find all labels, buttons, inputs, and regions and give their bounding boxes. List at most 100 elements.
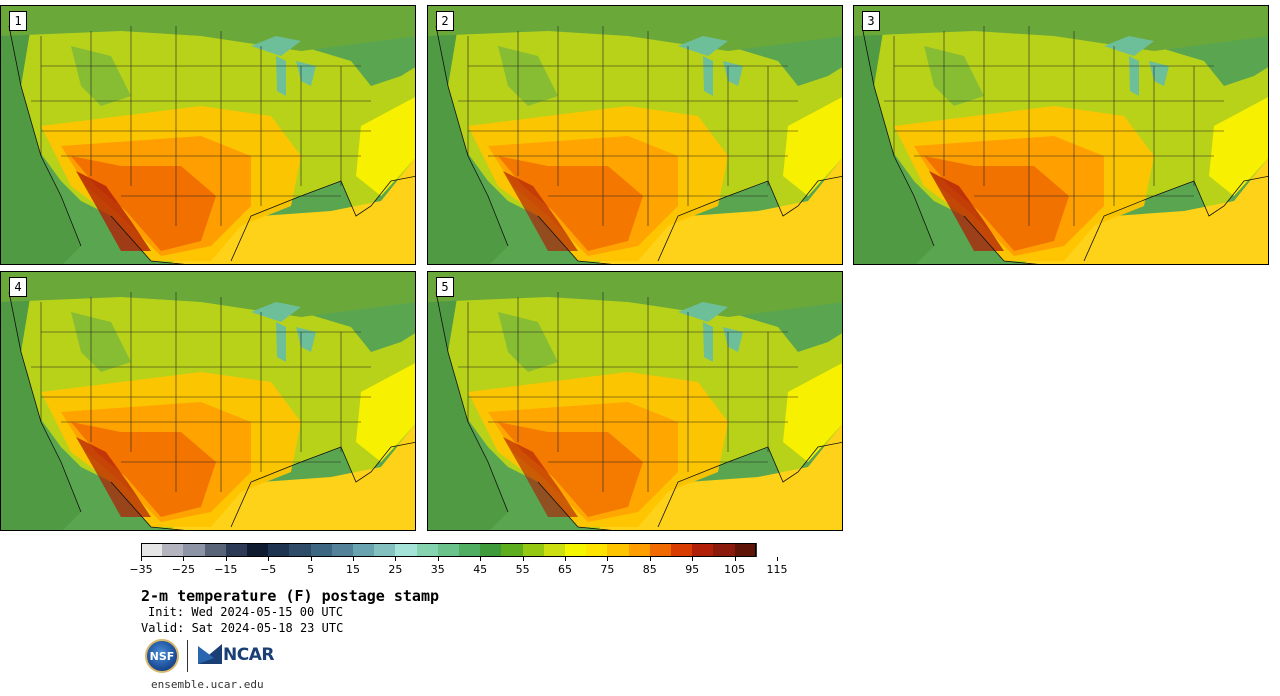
coastline	[861, 25, 1268, 264]
ncar-logo-text: NCAR	[223, 645, 274, 665]
colorbar-tick-label: −25	[171, 563, 195, 576]
panel-label-5: 5	[436, 277, 454, 297]
mountain-region	[71, 312, 131, 372]
mountain-region	[71, 46, 131, 106]
lake-superior	[678, 36, 728, 56]
colorbar-tick-label: 5	[307, 563, 315, 576]
gulf-water	[172, 158, 415, 264]
colorbar-cell	[734, 543, 757, 557]
lake-michigan	[1129, 56, 1139, 96]
temperature-map-2	[428, 6, 842, 264]
extreme-heat-region	[929, 171, 1004, 251]
colorbar-tick-label: 75	[600, 563, 615, 576]
mountain-region	[498, 46, 558, 106]
atlantic-water	[1209, 97, 1268, 196]
atlantic-water	[783, 97, 842, 196]
very-hot-region	[924, 156, 1069, 251]
nsf-logo: NSF	[145, 639, 179, 673]
coastline	[435, 25, 842, 264]
colorbar-tick	[734, 557, 736, 561]
lake-superior	[251, 36, 301, 56]
gulf-water	[599, 158, 842, 264]
figure-title: 2-m temperature (F) postage stamp	[141, 587, 440, 605]
panel-3: 3	[853, 5, 1269, 265]
init-time: Init: Wed 2024-05-15 00 UTC	[148, 605, 344, 619]
state-boundaries	[884, 26, 1224, 226]
extreme-heat-region	[503, 171, 578, 251]
colorbar-tick	[225, 557, 227, 561]
colorbar-tick	[607, 557, 609, 561]
colorbar-tick-label: 15	[346, 563, 360, 576]
colorbar-tick-label: 45	[473, 563, 488, 576]
colorbar-tick-label: 95	[685, 563, 700, 576]
atlantic-water	[356, 97, 415, 196]
lake-superior	[678, 302, 728, 322]
extreme-heat-region	[76, 171, 151, 251]
colorbar-tick-label: −15	[214, 563, 238, 576]
lake-michigan	[703, 56, 713, 96]
very-hot-region	[498, 422, 643, 517]
mountain-region	[498, 312, 558, 372]
colorbar-tick	[395, 557, 397, 561]
temperature-map-5	[428, 272, 842, 530]
lake-michigan	[276, 56, 286, 96]
colorbar-tick-label: 65	[558, 563, 572, 576]
colorbar-tick-label: 115	[766, 563, 788, 576]
lake-superior	[1104, 36, 1154, 56]
canada-area	[428, 6, 842, 51]
colorbar-tick	[480, 557, 482, 561]
very-hot-region	[71, 422, 216, 517]
colorbar-tick	[183, 557, 185, 561]
colorbar-tick	[310, 557, 312, 561]
panel-1: 1	[0, 5, 416, 265]
state-boundaries	[458, 26, 798, 226]
gulf-water	[1025, 158, 1268, 264]
mountain-region	[924, 46, 984, 106]
very-hot-region	[71, 156, 216, 251]
colorbar-tick-label: −5	[260, 563, 277, 576]
temperature-map-4	[1, 272, 415, 530]
extreme-heat-region	[76, 437, 151, 517]
very-hot-region	[498, 156, 643, 251]
extreme-heat-region	[503, 437, 578, 517]
canada-area	[428, 272, 842, 317]
panel-label-3: 3	[862, 11, 880, 31]
colorbar-tick-label: 105	[724, 563, 746, 576]
colorbar-tick-label: 55	[515, 563, 530, 576]
colorbar-tick	[692, 557, 694, 561]
ncar-mark-icon	[198, 644, 222, 664]
colorbar-tick	[268, 557, 270, 561]
state-boundaries	[31, 292, 371, 492]
panel-2: 2	[427, 5, 843, 265]
temperature-map-3	[854, 6, 1268, 264]
gulf-water	[599, 424, 842, 530]
state-boundaries	[458, 292, 798, 492]
canada-area	[1, 6, 415, 51]
colorbar-tick-label: 35	[430, 563, 445, 576]
site-url: ensemble.ucar.edu	[151, 678, 264, 691]
coastline	[435, 291, 842, 530]
panel-label-4: 4	[9, 277, 27, 297]
panel-label-2: 2	[436, 11, 454, 31]
canada-area	[854, 6, 1268, 51]
colorbar-tick-label: −35	[129, 563, 153, 576]
lake-superior	[251, 302, 301, 322]
temperature-map-1	[1, 6, 415, 264]
state-boundaries	[31, 26, 371, 226]
panel-label-1: 1	[9, 11, 27, 31]
valid-time: Valid: Sat 2024-05-18 23 UTC	[141, 621, 344, 635]
coastline	[8, 25, 415, 264]
colorbar-tick	[522, 557, 524, 561]
colorbar-tick	[565, 557, 566, 561]
coastline	[8, 291, 415, 530]
lake-michigan	[703, 322, 713, 362]
colorbar-tick-label: 85	[642, 563, 657, 576]
gulf-water	[172, 424, 415, 530]
colorbar-tick	[649, 557, 651, 561]
lake-michigan	[276, 322, 286, 362]
atlantic-water	[783, 363, 842, 462]
atlantic-water	[356, 363, 415, 462]
nsf-logo-text: NSF	[149, 650, 175, 663]
colorbar-tick	[353, 557, 354, 561]
colorbar-tick	[777, 557, 778, 561]
